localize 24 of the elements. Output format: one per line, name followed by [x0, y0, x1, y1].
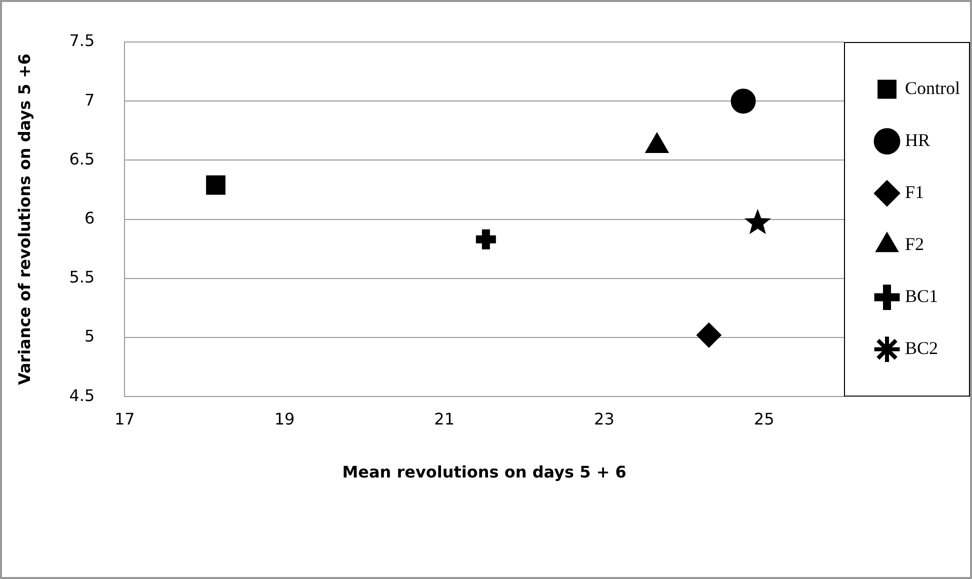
legend-label: Control — [905, 78, 960, 98]
y-tick-label: 7.5 — [69, 31, 95, 50]
y-tick-label: 4.5 — [69, 386, 95, 405]
y-tick-label: 6 — [84, 208, 95, 228]
x-tick-label: 25 — [754, 409, 774, 428]
y-tick-label: 5 — [84, 326, 95, 346]
legend-label: BC2 — [905, 338, 938, 358]
x-tick-label: 19 — [274, 409, 295, 428]
legend-label: BC1 — [905, 286, 938, 306]
y-axis-title: Variance of revolutions on days 5 +6 — [14, 54, 34, 386]
legend-label: F1 — [905, 182, 924, 202]
point — [730, 88, 756, 114]
point — [744, 208, 771, 234]
legend-label: F2 — [905, 234, 924, 254]
point — [206, 175, 226, 195]
x-tick-label: 21 — [434, 409, 455, 428]
point — [696, 322, 722, 348]
x-tick-label: 23 — [594, 409, 614, 428]
x-tick-label: 17 — [114, 409, 135, 428]
y-tick-label: 7 — [84, 90, 95, 110]
y-tick-label: 5.5 — [69, 268, 95, 287]
y-tick-label: 6.5 — [69, 149, 95, 168]
x-axis-title: Mean revolutions on days 5 + 6 — [342, 462, 626, 482]
legend-label: HR — [905, 130, 930, 150]
